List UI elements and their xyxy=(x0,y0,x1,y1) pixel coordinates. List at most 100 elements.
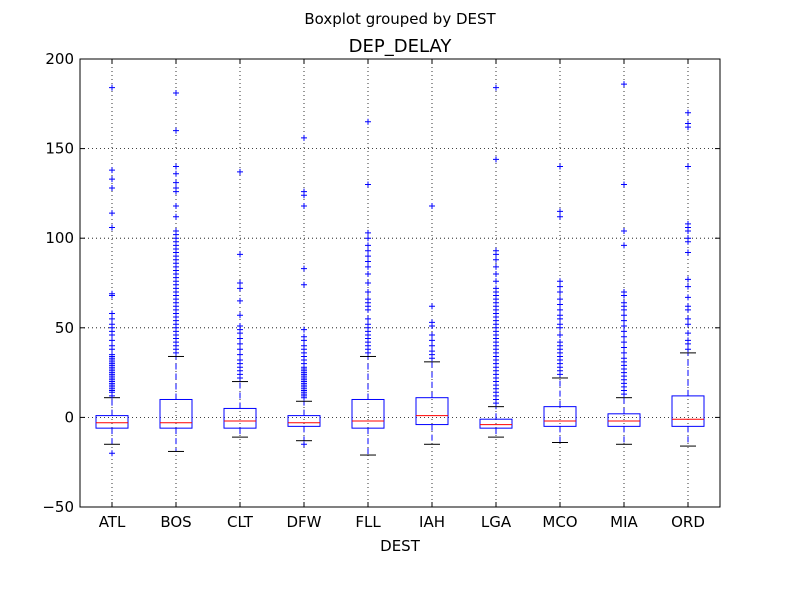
box-group-lga xyxy=(479,84,513,438)
outlier-marker xyxy=(365,258,371,265)
outlier-marker xyxy=(173,170,179,177)
outlier-marker xyxy=(429,342,435,349)
outlier-marker xyxy=(365,263,371,270)
outlier-marker xyxy=(365,118,371,125)
outlier-marker xyxy=(621,288,627,295)
outlier-marker xyxy=(301,188,307,195)
outlier-marker xyxy=(301,202,307,209)
outlier-marker xyxy=(109,210,115,217)
outlier-marker xyxy=(621,333,627,340)
x-axis-label: DEST xyxy=(380,537,420,555)
outlier-marker xyxy=(237,351,243,358)
outlier-marker xyxy=(685,249,691,256)
x-tick-label: BOS xyxy=(160,513,191,531)
outlier-marker xyxy=(621,81,627,88)
outlier-marker xyxy=(301,134,307,141)
iqr-box xyxy=(415,397,449,426)
x-tick-label: LGA xyxy=(481,513,512,531)
outlier-marker xyxy=(557,301,563,308)
iqr-box xyxy=(287,415,321,427)
y-tick-label: 50 xyxy=(55,319,74,337)
outlier-marker xyxy=(173,228,179,235)
outlier-marker xyxy=(557,339,563,346)
outlier-marker xyxy=(173,185,179,192)
x-tick-label: MIA xyxy=(610,513,638,531)
outlier-marker xyxy=(557,208,563,215)
outlier-marker xyxy=(685,315,691,322)
iqr-box xyxy=(95,415,129,429)
x-tick-label: FLL xyxy=(355,513,381,531)
x-tick-label: IAH xyxy=(419,513,445,531)
outlier-marker xyxy=(557,296,563,303)
outlier-marker xyxy=(301,281,307,288)
box-group-bos xyxy=(159,90,193,452)
outlier-marker xyxy=(301,342,307,349)
outlier-marker xyxy=(493,256,499,263)
outlier-marker xyxy=(365,280,371,286)
outlier-marker xyxy=(621,323,627,330)
outlier-marker xyxy=(301,265,307,272)
outlier-marker xyxy=(109,167,115,174)
iqr-box xyxy=(607,413,641,427)
outlier-marker xyxy=(685,337,691,344)
box-group-dfw xyxy=(287,134,321,448)
outlier-marker xyxy=(237,168,243,175)
chart-title: DEP_DELAY xyxy=(348,36,452,57)
x-tick-label: ORD xyxy=(671,513,705,531)
outlier-marker xyxy=(429,331,435,338)
outlier-marker xyxy=(429,202,435,209)
outlier-marker xyxy=(685,220,691,227)
outlier-marker xyxy=(237,280,243,286)
outlier-marker xyxy=(237,312,243,319)
iqr-box xyxy=(159,398,193,429)
y-tick-label: 200 xyxy=(45,50,74,68)
outlier-marker xyxy=(685,321,691,328)
outlier-marker xyxy=(365,242,371,249)
boxes-layer xyxy=(95,81,705,457)
outlier-marker xyxy=(301,441,307,448)
iqr-box xyxy=(479,418,513,429)
outlier-marker xyxy=(493,271,499,278)
outlier-marker xyxy=(557,163,563,170)
outlier-marker xyxy=(621,181,627,188)
axis-ticks: −50 0 50 100 150 200 ATL BOS CLT DFW FLL IAH LGA MCO M… xyxy=(42,50,720,531)
outlier-marker xyxy=(109,84,115,91)
outlier-marker xyxy=(237,340,243,347)
outlier-marker xyxy=(685,346,691,353)
outlier-marker xyxy=(365,247,371,254)
outlier-marker xyxy=(237,357,243,364)
outlier-marker xyxy=(621,344,627,351)
outlier-marker xyxy=(173,163,179,170)
outlier-marker xyxy=(109,310,115,317)
outlier-marker xyxy=(365,253,371,260)
outlier-marker xyxy=(493,156,499,163)
outlier-marker xyxy=(173,90,179,97)
outlier-marker xyxy=(685,163,691,170)
outlier-marker xyxy=(109,185,115,192)
y-tick-label: 0 xyxy=(64,408,74,426)
outlier-marker xyxy=(557,331,563,338)
box-group-fll xyxy=(351,118,385,456)
outlier-marker xyxy=(109,337,115,344)
outlier-marker xyxy=(685,235,691,242)
chart-suptitle: Boxplot grouped by DEST xyxy=(304,10,496,28)
box-group-iah xyxy=(415,202,449,445)
outlier-marker xyxy=(301,333,307,340)
x-tick-label: DFW xyxy=(286,513,321,531)
box-group-atl xyxy=(95,84,129,457)
outlier-marker xyxy=(493,285,499,292)
x-tick-label: ATL xyxy=(99,513,126,531)
outlier-marker xyxy=(109,450,115,457)
outlier-marker xyxy=(429,319,435,326)
outlier-marker xyxy=(365,271,371,278)
outlier-marker xyxy=(109,176,115,183)
outlier-marker xyxy=(429,303,435,310)
outlier-marker xyxy=(557,283,563,290)
outlier-marker xyxy=(109,224,115,231)
outlier-marker xyxy=(365,288,371,295)
outlier-marker xyxy=(685,120,691,127)
outlier-marker xyxy=(493,247,499,254)
outlier-marker xyxy=(621,299,627,306)
outlier-marker xyxy=(109,321,115,328)
